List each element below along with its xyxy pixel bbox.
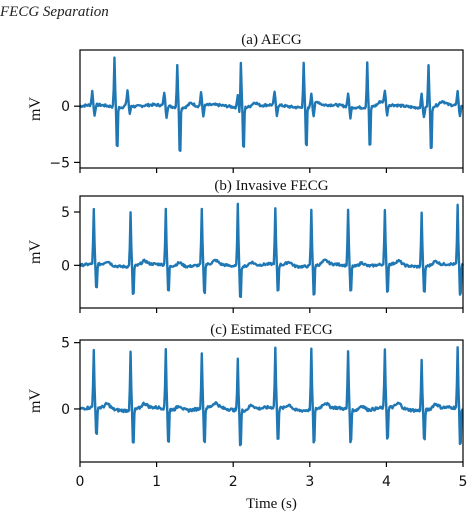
signal-line bbox=[79, 202, 465, 299]
y-tick-label: −5 bbox=[49, 155, 70, 171]
panel-frame bbox=[79, 339, 464, 463]
y-tick-label: 5 bbox=[61, 336, 70, 352]
y-tick-label: 0 bbox=[61, 402, 70, 418]
y-tick-label: 0 bbox=[61, 99, 70, 115]
y-tick-label: 0 bbox=[61, 258, 70, 274]
signal-line bbox=[79, 56, 464, 152]
x-tick-label: 4 bbox=[382, 474, 391, 490]
section-heading: FECG Separation bbox=[0, 4, 109, 20]
x-tick-label: 2 bbox=[229, 474, 238, 490]
x-tick-label: 5 bbox=[459, 474, 468, 490]
y-axis-label: mV bbox=[27, 389, 44, 413]
x-tick-label: 3 bbox=[305, 474, 314, 490]
signal-line bbox=[79, 346, 464, 447]
panel-frame bbox=[79, 49, 464, 169]
panel-frame bbox=[79, 195, 464, 309]
y-axis-label: mV bbox=[27, 240, 44, 264]
y-tick-label: 5 bbox=[61, 205, 70, 221]
x-tick-label: 0 bbox=[76, 474, 85, 490]
x-tick-label: 1 bbox=[152, 474, 161, 490]
panel-title: (c) Estimated FECG bbox=[210, 322, 333, 338]
panel-title: (b) Invasive FECG bbox=[214, 178, 328, 194]
y-axis-label: mV bbox=[27, 97, 44, 121]
x-axis-label: Time (s) bbox=[246, 496, 297, 512]
panel-title: (a) AECG bbox=[241, 32, 302, 48]
